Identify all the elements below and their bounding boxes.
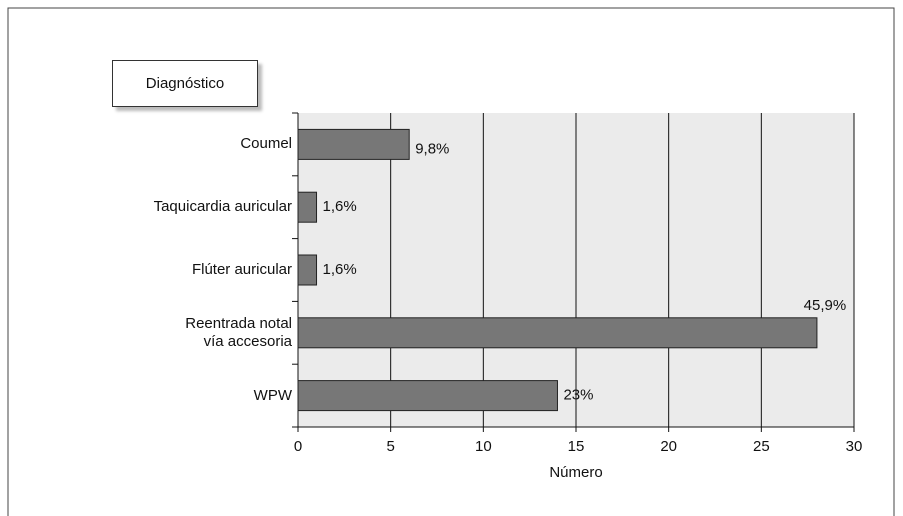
percent-label: 45,9% [804, 297, 847, 314]
y-tick-label: Flúter auricular [191, 261, 292, 278]
percent-label: 9,8% [415, 140, 449, 157]
percent-label: 23% [563, 387, 593, 404]
y-tick-label: Taquicardia auricular [153, 198, 292, 216]
y-title: Diagnóstico [112, 60, 258, 107]
y-tick-label: WPW [253, 386, 292, 404]
bar [297, 317, 818, 349]
x-title: Número [549, 464, 602, 481]
bar [297, 254, 318, 286]
frame [7, 7, 895, 516]
x-tick-label: 20 [660, 438, 677, 455]
percent-label: 1,6% [323, 261, 357, 278]
percent-label: 1,6% [323, 198, 357, 215]
y-tick-label: Coumel [240, 135, 292, 153]
x-tick-label: 0 [294, 438, 302, 455]
y-tick-label: Reentrada notal vía accesoria [185, 314, 292, 350]
bar [297, 191, 318, 223]
x-tick-label: 15 [568, 438, 585, 455]
bar [297, 128, 410, 160]
x-tick-label: 30 [846, 438, 863, 455]
x-tick-label: 25 [753, 438, 770, 455]
x-tick-label: 10 [475, 438, 492, 455]
x-tick-label: 5 [386, 438, 394, 455]
bar [297, 380, 558, 412]
